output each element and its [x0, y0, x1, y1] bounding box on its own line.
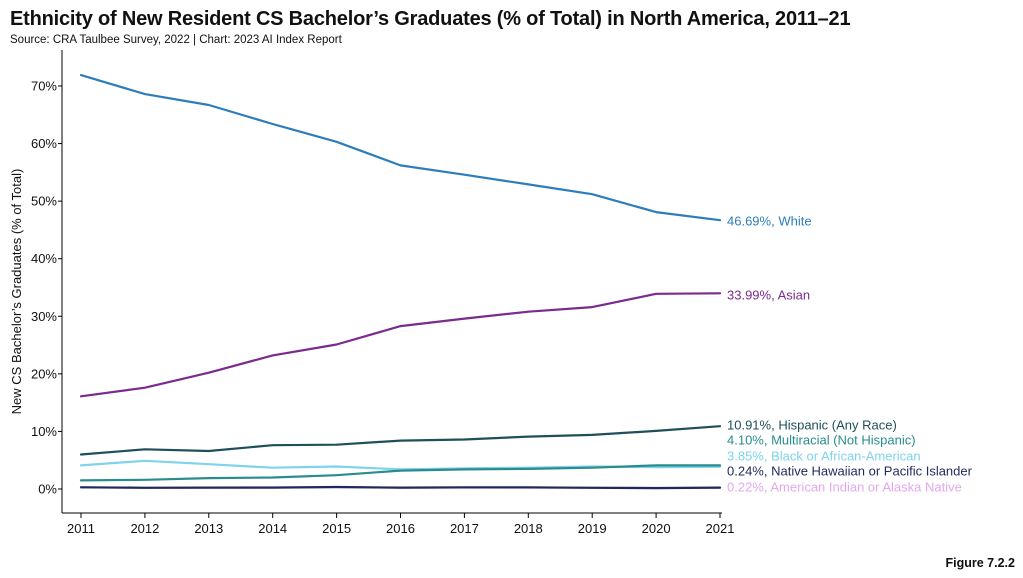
series-line-native-hawaiian-or-pacific-islander [79, 485, 722, 490]
series-end-label: 46.69%, White [727, 214, 812, 229]
series-end-label: 33.99%, Asian [727, 288, 810, 303]
series-end-label: 3.85%, Black or African-American [727, 449, 921, 464]
x-tick-label: 2021 [706, 521, 735, 536]
y-tick-label: 50% [31, 194, 57, 209]
x-tick-label: 2013 [194, 521, 223, 536]
figure-label: Figure 7.2.2 [945, 556, 1015, 570]
series-line-asian [79, 292, 722, 398]
series-line-black-or-african-american [79, 459, 722, 471]
x-tick-label: 2016 [386, 521, 415, 536]
x-tick-label: 2015 [322, 521, 351, 536]
chart-source: Source: CRA Taulbee Survey, 2022 | Chart… [10, 34, 342, 46]
y-tick-label: 60% [31, 136, 57, 151]
series-end-label: 4.10%, Multiracial (Not Hispanic) [727, 433, 916, 448]
x-tick-label: 2012 [130, 521, 159, 536]
series-end-label: 10.91%, Hispanic (Any Race) [727, 418, 897, 433]
x-tick-label: 2014 [258, 521, 287, 536]
y-tick-label: 0% [38, 482, 57, 497]
y-axis-label: New CS Bachelor’s Graduates (% of Total) [9, 169, 24, 415]
x-tick-label: 2018 [514, 521, 543, 536]
y-tick-label: 30% [31, 309, 57, 324]
x-tick-label: 2019 [578, 521, 607, 536]
series-end-label: 0.22%, American Indian or Alaska Native [727, 480, 962, 495]
x-tick-label: 2017 [450, 521, 479, 536]
y-tick-label: 70% [31, 79, 57, 94]
series-line-multiracial-not-hispanic [79, 464, 722, 482]
x-tick-label: 2020 [642, 521, 671, 536]
series-line-hispanic-any-race [79, 425, 722, 456]
y-tick-label: 40% [31, 251, 57, 266]
chart-title: Ethnicity of New Resident CS Bachelor’s … [10, 8, 851, 30]
y-tick-label: 10% [31, 424, 57, 439]
x-tick-label: 2011 [67, 521, 95, 536]
y-tick-label: 20% [31, 366, 57, 381]
series-end-label: 0.24%, Native Hawaiian or Pacific Island… [727, 464, 973, 479]
series-line-white [79, 73, 722, 222]
